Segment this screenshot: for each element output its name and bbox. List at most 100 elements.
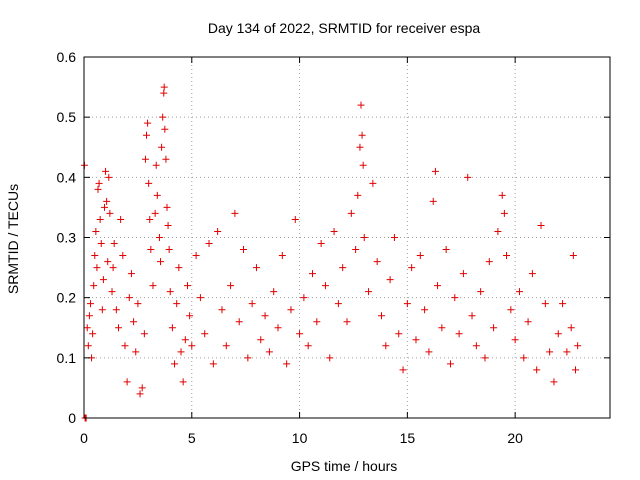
data-point: [408, 264, 416, 272]
data-point: [188, 342, 196, 350]
data-point: [481, 354, 489, 362]
data-point: [464, 173, 472, 181]
data-point: [386, 276, 394, 284]
data-point: [177, 348, 185, 356]
data-point: [103, 197, 111, 205]
data-point: [168, 324, 176, 332]
data-point: [507, 306, 515, 314]
data-point: [163, 203, 171, 211]
data-point: [95, 179, 103, 187]
data-point: [235, 318, 243, 326]
data-point: [205, 240, 213, 248]
data-point: [546, 348, 554, 356]
data-point: [218, 306, 226, 314]
data-point: [503, 252, 511, 260]
data-point: [186, 312, 194, 320]
data-point: [455, 330, 463, 338]
data-point: [196, 294, 204, 302]
data-point: [352, 246, 360, 254]
data-point: [93, 264, 101, 272]
y-tick-label: 0.6: [57, 49, 77, 65]
data-point: [85, 312, 93, 320]
data-point: [140, 330, 148, 338]
data-point: [360, 234, 368, 241]
data-point: [83, 324, 91, 332]
data-point: [326, 354, 334, 362]
plot-frame: [83, 56, 611, 419]
data-point: [157, 258, 165, 266]
data-point: [252, 264, 260, 272]
data-point: [192, 252, 200, 260]
data-point: [173, 300, 181, 308]
data-point: [104, 258, 112, 266]
data-point: [390, 234, 398, 241]
data-point: [472, 342, 480, 350]
y-tick-label: 0.3: [57, 230, 77, 246]
data-point: [515, 288, 523, 296]
data-point: [144, 119, 152, 127]
data-point: [84, 342, 92, 350]
data-point: [152, 161, 160, 169]
data-point: [429, 197, 437, 205]
data-point: [110, 240, 118, 248]
data-point: [125, 294, 133, 302]
data-point: [175, 264, 183, 272]
data-point: [468, 312, 476, 320]
x-tick-label: 0: [80, 430, 88, 446]
data-point: [164, 221, 172, 229]
data-point: [330, 227, 338, 235]
data-point: [244, 354, 252, 362]
data-point: [395, 330, 403, 338]
data-point: [159, 113, 167, 121]
data-point: [425, 348, 433, 356]
data-point: [183, 282, 191, 290]
data-point: [105, 173, 113, 181]
data-point: [567, 324, 575, 332]
data-point: [533, 366, 541, 374]
data-point: [109, 264, 117, 272]
data-point: [431, 167, 439, 175]
data-point: [166, 288, 174, 296]
data-point: [365, 288, 373, 296]
data-point: [563, 348, 571, 356]
data-point: [358, 131, 366, 139]
data-point: [92, 227, 100, 235]
data-point: [179, 378, 187, 386]
data-point: [511, 336, 519, 344]
data-point: [127, 270, 135, 278]
data-point: [485, 258, 493, 266]
data-point: [520, 354, 528, 362]
x-axis-label: GPS time / hours: [291, 458, 398, 474]
data-point: [313, 318, 321, 326]
data-point: [477, 288, 485, 296]
data-point: [160, 83, 168, 91]
data-point: [537, 221, 545, 229]
y-tick-label: 0.5: [57, 109, 77, 125]
data-point: [181, 336, 189, 344]
y-tick-label: 0.2: [57, 290, 77, 306]
data-point: [421, 306, 429, 314]
data-point: [528, 270, 536, 278]
data-point: [291, 215, 299, 223]
data-point: [550, 378, 558, 386]
data-point: [112, 306, 120, 314]
data-point: [334, 300, 342, 308]
data-point: [300, 294, 308, 302]
data-point: [265, 348, 273, 356]
data-point: [132, 348, 140, 356]
data-point: [321, 282, 329, 290]
data-point: [339, 264, 347, 272]
data-point: [222, 342, 230, 350]
data-point: [257, 336, 265, 344]
data-point: [106, 209, 114, 217]
y-tick-label: 0.1: [57, 350, 77, 366]
data-point: [416, 252, 424, 260]
data-point: [153, 191, 161, 199]
data-point: [130, 318, 138, 326]
data-point: [201, 330, 209, 338]
data-point: [165, 246, 173, 254]
data-point: [146, 215, 154, 223]
data-point: [309, 270, 317, 278]
data-point: [373, 258, 381, 266]
